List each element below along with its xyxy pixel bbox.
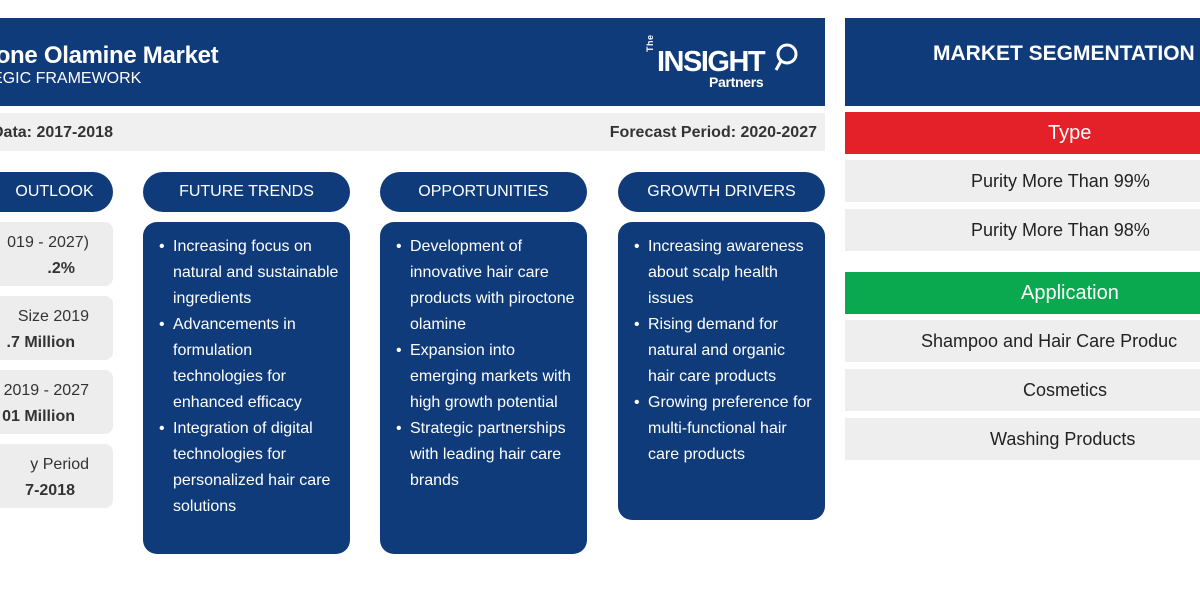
opportunities-label: OPPORTUNITIES <box>418 183 549 200</box>
segmentation-header: MARKET SEGMENTATION <box>845 18 1200 106</box>
stat-value: 7-2018 <box>25 482 75 499</box>
outlook-pill: OUTLOOK <box>0 172 113 212</box>
logo-the-text: The <box>645 34 655 52</box>
list-item: Strategic partnerships with leading hair… <box>394 416 577 494</box>
type-label: Type <box>1048 121 1092 144</box>
stat-card: e 2019 - 2027 01 Million <box>0 370 113 434</box>
growth-drivers-pill: GROWTH DRIVERS <box>618 172 825 212</box>
list-item: Growing preference for multi-functional … <box>632 390 815 468</box>
outlook-label: OUTLOOK <box>15 183 94 200</box>
historical-data-label: Data: 2017-2018 <box>0 124 113 141</box>
growth-drivers-panel: Increasing awareness about scalp health … <box>618 222 825 520</box>
list-item: Expansion into emerging markets with hig… <box>394 338 577 416</box>
list-item: Development of innovative hair care prod… <box>394 234 577 338</box>
stat-card: 019 - 2027) .2% <box>0 222 113 286</box>
logo-partners-text: Partners <box>709 74 764 90</box>
stat-label: e 2019 - 2027 <box>0 382 89 399</box>
segment-item: Purity More Than 98% <box>845 209 1200 251</box>
segment-item-label: Cosmetics <box>1023 380 1108 400</box>
logo-magnifier-icon <box>774 43 798 71</box>
growth-drivers-label: GROWTH DRIVERS <box>647 183 796 200</box>
application-band: Application <box>845 272 1200 314</box>
stat-label: Size 2019 <box>17 308 89 325</box>
future-trends-label: FUTURE TRENDS <box>179 183 314 200</box>
logo-insight-text: INSIGHT <box>657 46 766 78</box>
segment-item: Shampoo and Hair Care Produc <box>845 320 1200 362</box>
stat-value: .2% <box>47 260 75 277</box>
stat-card: y Period 7-2018 <box>0 444 113 508</box>
list-item: Advancements in formulation technologies… <box>157 312 340 416</box>
forecast-period-label: Forecast Period: 2020-2027 <box>609 124 817 141</box>
type-band: Type <box>845 112 1200 154</box>
segmentation-title: MARKET SEGMENTATION <box>933 42 1195 65</box>
list-item: Rising demand for natural and organic ha… <box>632 312 815 390</box>
future-trends-panel: Increasing focus on natural and sustaina… <box>143 222 350 554</box>
future-trends-pill: FUTURE TRENDS <box>143 172 350 212</box>
segment-item: Purity More Than 99% <box>845 160 1200 202</box>
application-label: Application <box>1021 281 1119 304</box>
period-bar: Data: 2017-2018 Forecast Period: 2020-20… <box>0 113 825 151</box>
stat-label: y Period <box>30 456 89 473</box>
list-item: Increasing awareness about scalp health … <box>632 234 815 312</box>
opportunities-pill: OPPORTUNITIES <box>380 172 587 212</box>
header-band: tone Olamine Market EGIC FRAMEWORK The I… <box>0 18 825 106</box>
list-item: Integration of digital technologies for … <box>157 416 340 520</box>
insight-partners-logo: The INSIGHT Partners <box>643 34 803 92</box>
segment-item-label: Purity More Than 99% <box>971 171 1150 191</box>
stat-label: 019 - 2027) <box>7 234 89 251</box>
page-subtitle: EGIC FRAMEWORK <box>0 70 142 87</box>
opportunities-panel: Development of innovative hair care prod… <box>380 222 587 554</box>
stat-card: Size 2019 .7 Million <box>0 296 113 360</box>
segment-item: Cosmetics <box>845 369 1200 411</box>
segment-item-label: Purity More Than 98% <box>971 220 1150 240</box>
page-title: tone Olamine Market <box>0 42 219 69</box>
stat-value: 01 Million <box>2 408 75 425</box>
stat-value: .7 Million <box>6 334 75 351</box>
list-item: Increasing focus on natural and sustaina… <box>157 234 340 312</box>
segment-item: Washing Products <box>845 418 1200 460</box>
segment-item-label: Washing Products <box>990 429 1136 449</box>
segment-item-label: Shampoo and Hair Care Produc <box>921 331 1178 351</box>
